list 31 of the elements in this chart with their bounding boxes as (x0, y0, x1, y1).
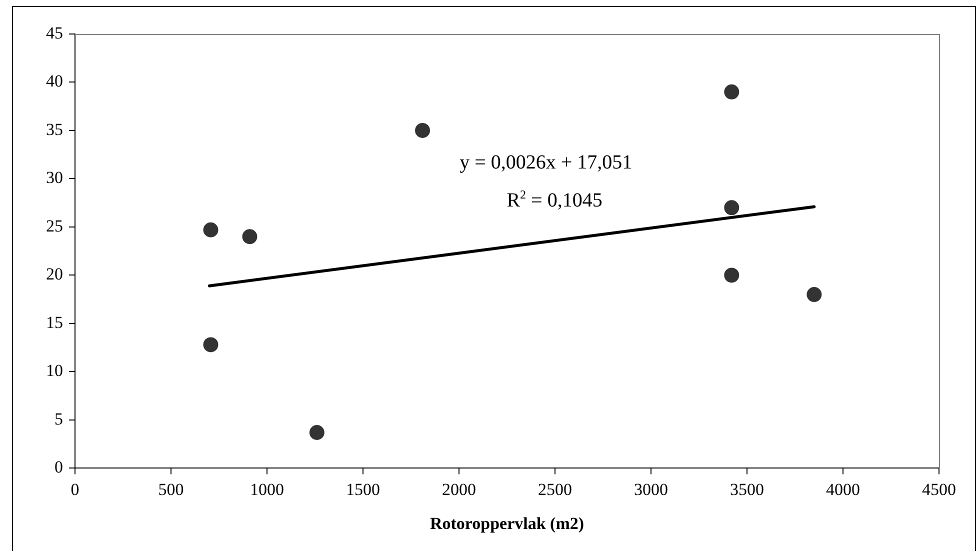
y-tick-label: 40 (46, 72, 63, 91)
point (242, 229, 258, 244)
x-tick-label: 3500 (730, 480, 764, 499)
x-tick-label: 4500 (922, 480, 956, 499)
point (309, 425, 324, 440)
x-tick-label: 1500 (346, 480, 380, 499)
x-axis-title: Rotoroppervlak (m2) (430, 514, 584, 534)
y-tick-label: 20 (46, 264, 63, 284)
point (724, 84, 740, 100)
y-tick-label: 25 (46, 216, 63, 236)
x-tick-label: 0 (70, 480, 80, 499)
x-tick-label: 4000 (826, 480, 860, 499)
y-tick-label: 35 (46, 120, 63, 139)
x-tick-label: 2500 (538, 480, 572, 499)
y-tick-label: 10 (46, 361, 63, 380)
y-tick-label: 45 (46, 23, 63, 42)
point (724, 200, 740, 216)
annotation: y = 0,0026x + 17,051 (460, 152, 632, 174)
x-tick-label: 2000 (442, 480, 476, 499)
point (806, 287, 822, 302)
y-tick-label: 0 (54, 458, 63, 477)
x-tick-label: 500 (158, 480, 184, 499)
point (203, 337, 218, 352)
y-tick-label: 30 (46, 168, 63, 188)
y-tick-label: 15 (46, 312, 63, 332)
x-tick-label: 1000 (250, 480, 284, 499)
point (724, 268, 740, 283)
point (203, 222, 218, 238)
y-tick-label: 5 (54, 409, 63, 428)
point (415, 122, 430, 138)
x-tick-label: 3000 (634, 480, 668, 499)
